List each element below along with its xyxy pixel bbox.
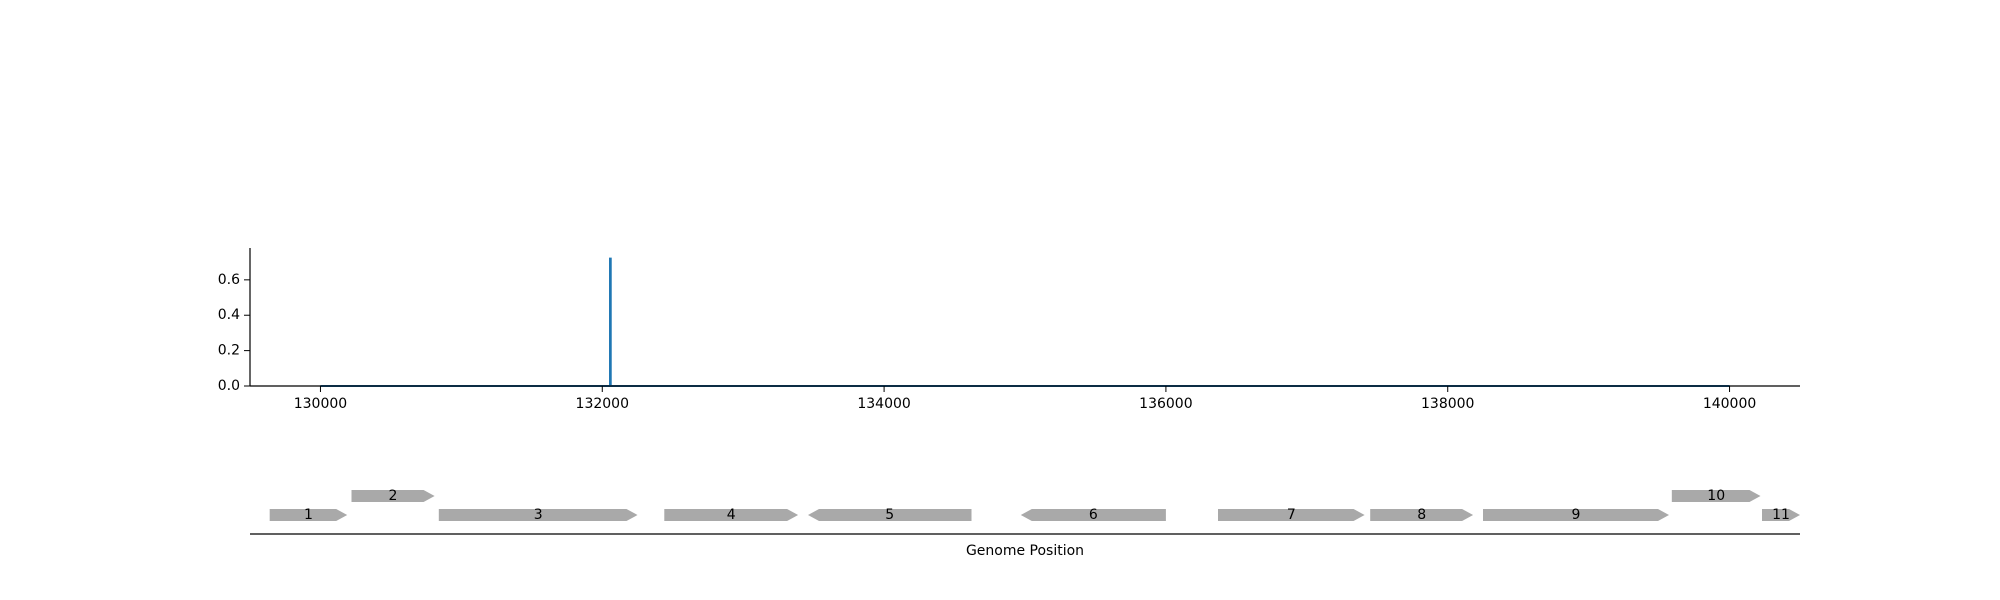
y-tick-label: 0.2 <box>218 343 240 359</box>
gene-arrow-10 <box>1671 490 1761 502</box>
gene-label-6: 6 <box>1089 507 1098 523</box>
gene-arrow-5 <box>808 509 972 521</box>
y-tick-label: 0.4 <box>218 307 240 323</box>
gene-label-2: 2 <box>389 488 398 504</box>
x-tick-label: 132000 <box>576 396 629 412</box>
gene-arrow-6 <box>1020 509 1166 521</box>
gene-arrow-1 <box>269 509 348 521</box>
x-ticks-group: 130000 132000 134000 136000 138000 140000 <box>294 386 1756 412</box>
gene-label-11: 11 <box>1772 507 1790 523</box>
gene-track-xlabel: Genome Position <box>966 543 1084 559</box>
gene-arrow-4 <box>664 509 799 521</box>
x-tick-label: 136000 <box>1139 396 1192 412</box>
gene-label-9: 9 <box>1572 507 1581 523</box>
coverage-plot: 130000 132000 134000 136000 138000 140000 0.0… <box>218 248 1800 412</box>
x-tick-label: 140000 <box>1703 396 1756 412</box>
gene-arrow-3 <box>438 509 638 521</box>
gene-track: 1 2 3 4 5 6 7 8 9 10 11 Genome Position <box>250 488 1800 559</box>
y-tick-label: 0.6 <box>218 272 240 288</box>
gene-arrow-8 <box>1370 509 1474 521</box>
genes-group: 1 2 3 4 5 6 7 8 9 10 11 <box>269 488 1800 523</box>
gene-label-1: 1 <box>304 507 313 523</box>
gene-arrow-2 <box>351 490 435 502</box>
gene-arrow-7 <box>1218 509 1365 521</box>
gene-label-8: 8 <box>1417 507 1426 523</box>
x-tick-label: 134000 <box>857 396 910 412</box>
gene-label-4: 4 <box>727 507 736 523</box>
gene-arrow-11 <box>1762 509 1800 521</box>
coverage-line-0 <box>320 257 1730 387</box>
y-tick-label: 0.0 <box>218 378 240 394</box>
gene-label-3: 3 <box>534 507 543 523</box>
gene-label-10: 10 <box>1707 488 1725 504</box>
gene-label-5: 5 <box>885 507 894 523</box>
x-tick-label: 138000 <box>1421 396 1474 412</box>
gene-label-7: 7 <box>1287 507 1296 523</box>
gene-arrow-9 <box>1483 509 1669 521</box>
x-tick-label: 130000 <box>294 396 347 412</box>
coverage-series-group <box>320 257 1730 387</box>
y-ticks-group: 0.0 0.2 0.4 0.6 <box>218 272 250 394</box>
